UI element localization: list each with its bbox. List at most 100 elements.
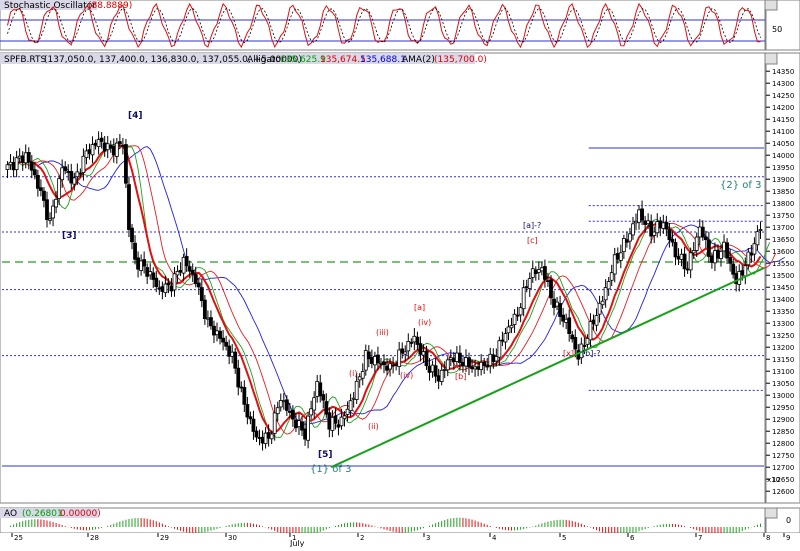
price-ohlc: (137,050.0, 137,400.0, 136,830.0, 137,05… — [44, 55, 302, 65]
candle-body — [573, 337, 578, 350]
candle-body — [561, 314, 566, 322]
candle-body — [26, 152, 31, 163]
y-tick-label: 12750 — [772, 452, 794, 460]
candle-body — [637, 209, 641, 223]
x-tick-label: 2 — [360, 534, 364, 542]
candle-body — [278, 400, 283, 408]
candle-body — [357, 376, 362, 381]
candle-body — [84, 150, 89, 158]
candle-body — [482, 361, 487, 366]
stochastic-close-button[interactable] — [764, 0, 778, 11]
candle-body — [300, 421, 304, 431]
candle-body — [124, 144, 128, 184]
candle-body — [151, 272, 156, 280]
y-tick-label: 13950 — [772, 164, 794, 172]
candle-body — [430, 364, 435, 373]
candle-body — [400, 348, 405, 354]
candle-body — [743, 265, 748, 277]
candle-body — [424, 350, 429, 367]
candle-body — [351, 397, 356, 400]
candle-body — [454, 352, 459, 362]
candle-body — [458, 352, 462, 363]
candle-body — [570, 334, 575, 340]
candle-body — [163, 283, 168, 294]
y-tick-label: 12600 — [772, 488, 794, 496]
candle-body — [634, 220, 638, 224]
candle-body — [682, 253, 687, 270]
candle-body — [336, 424, 341, 428]
candle-body — [397, 349, 402, 367]
horizontal-levels — [2, 147, 764, 467]
candle-body — [491, 354, 496, 363]
candle-body — [291, 409, 295, 420]
price-close-button[interactable] — [764, 52, 778, 65]
candle-body — [382, 361, 386, 366]
x-tick-label: 9 — [786, 534, 790, 542]
candle-body — [303, 428, 307, 440]
candle-body — [436, 375, 441, 382]
candle-body — [227, 345, 232, 357]
candle-body — [740, 270, 745, 276]
candle-body — [749, 252, 754, 256]
candle-body — [649, 221, 654, 237]
x-tick-label: 3 — [426, 534, 430, 542]
candle-body — [549, 279, 553, 299]
candle-body — [169, 285, 174, 292]
candle-body — [421, 351, 426, 356]
candle-body — [488, 353, 493, 367]
candle-body — [294, 419, 298, 429]
candle-body — [254, 430, 259, 438]
candle-body — [108, 144, 113, 149]
candle-body — [418, 343, 423, 355]
x-axis-month: July — [289, 539, 305, 547]
candle-body — [464, 357, 468, 367]
candle-body — [679, 253, 684, 260]
candle-body — [327, 412, 332, 430]
candle-body — [166, 282, 171, 286]
candle-body — [221, 337, 225, 343]
stoch-k-line — [7, 2, 761, 49]
candle-body — [652, 231, 657, 236]
candle-body — [260, 436, 265, 444]
candle-body — [755, 231, 760, 246]
candle-body — [321, 394, 326, 401]
y-tick-label: 14000 — [772, 152, 794, 160]
y-tick-label: 14250 — [772, 92, 794, 100]
y-tick-label: 13300 — [772, 320, 794, 328]
candle-body — [199, 287, 204, 302]
candle-body — [646, 220, 651, 225]
alligator-teeth-value: 135,674.5 — [320, 55, 366, 65]
candle-body — [8, 161, 13, 166]
candle-body — [48, 218, 52, 221]
candle-body — [667, 229, 672, 241]
candle-body — [93, 142, 98, 146]
label-iii: (iii) — [376, 328, 389, 337]
ama-label: AMA(2) — [402, 55, 435, 65]
candle-body — [725, 242, 729, 259]
candle-body — [178, 269, 183, 273]
candle-body — [275, 407, 280, 415]
candle-body — [403, 351, 408, 355]
candle-body — [427, 365, 432, 373]
candle-body — [706, 239, 711, 257]
stochastic-value: (88.8889) — [88, 1, 132, 11]
price-header-bg — [0, 53, 475, 64]
candle-body — [618, 252, 623, 261]
candle-body — [127, 184, 131, 230]
candle-body — [32, 169, 37, 176]
candle-body — [485, 365, 490, 368]
x-tick-label: 30 — [228, 534, 237, 542]
y-tick-label: 13150 — [772, 356, 794, 364]
candle-body — [536, 269, 541, 273]
candle-body — [75, 171, 80, 178]
ao-close-button[interactable] — [764, 507, 778, 519]
candle-body — [694, 236, 699, 251]
y-tick-label: 12650 — [772, 476, 794, 484]
y-tick-label: 14100 — [772, 128, 794, 136]
candle-body — [600, 300, 605, 306]
candle-body — [81, 155, 86, 173]
candle-body — [78, 172, 83, 175]
alligator-lips-value: 135,688.1 — [360, 55, 406, 65]
candle-body — [318, 382, 323, 397]
